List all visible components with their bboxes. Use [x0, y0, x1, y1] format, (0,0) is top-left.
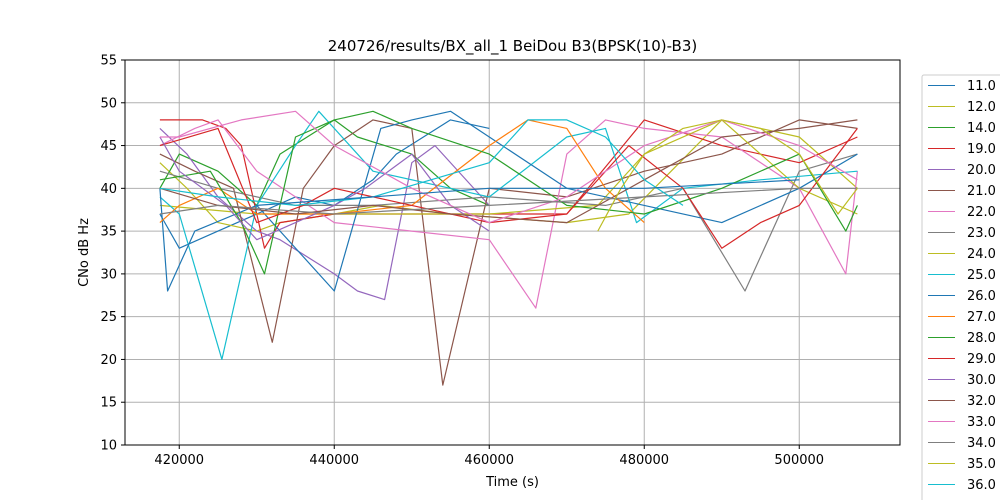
series-line [159, 110, 858, 360]
legend-label: 29.0 [967, 352, 996, 367]
legend-label: 33.0 [967, 415, 996, 430]
series-line [256, 179, 800, 206]
y-tick-label: 35 [100, 225, 117, 240]
plot-area [159, 110, 858, 386]
series-line [159, 119, 858, 309]
series-line [159, 127, 490, 301]
legend-label: 30.0 [967, 373, 996, 388]
series-line [159, 127, 858, 249]
plot-frame [124, 59, 901, 446]
legend-label: 27.0 [967, 310, 996, 325]
legend-label: 24.0 [967, 247, 996, 262]
series-line [159, 136, 490, 241]
legend-label: 26.0 [967, 289, 996, 304]
legend-label: 11.0 [967, 79, 996, 94]
legend-label: 35.0 [967, 457, 996, 472]
y-tick-label: 50 [100, 96, 117, 111]
legend-label: 32.0 [967, 394, 996, 409]
legend-label: 12.0 [967, 100, 996, 115]
legend-label: 14.0 [967, 121, 996, 136]
series-line [159, 110, 858, 224]
series-line [159, 110, 858, 275]
legend-label: 34.0 [967, 436, 996, 451]
legend: 11.0 12.0 14.0 19.0 20.0 21.0 22.0 23.0 24.0 25.0… [921, 74, 1000, 500]
grid [125, 59, 900, 446]
y-tick-label: 30 [100, 267, 117, 282]
legend-label: 20.0 [967, 163, 996, 178]
series-line [159, 119, 490, 206]
x-tick-label: 460000 [464, 453, 514, 468]
y-tick-label: 45 [100, 139, 117, 154]
series-line [159, 153, 858, 292]
y-tick-label: 25 [100, 310, 117, 325]
legend-label: 22.0 [967, 205, 996, 220]
legend-label: 28.0 [967, 331, 996, 346]
x-tick-label: 420000 [154, 453, 204, 468]
series-line [159, 119, 858, 386]
x-tick-label: 440000 [309, 453, 359, 468]
y-tick-label: 20 [100, 353, 117, 368]
series-line [159, 187, 858, 215]
x-tick-label: 500000 [774, 453, 824, 468]
y-tick-label: 10 [100, 439, 117, 454]
x-axis-label: Time (s) [485, 475, 539, 490]
legend-label: 23.0 [967, 226, 996, 241]
y-tick-label: 55 [100, 54, 117, 69]
series-line [597, 119, 858, 232]
y-tick-label: 15 [100, 396, 117, 411]
series-line [159, 119, 858, 249]
series-line [159, 110, 858, 292]
series-line [159, 119, 684, 206]
y-axis-label: CNo dB Hz [77, 218, 92, 287]
legend-box [921, 74, 1000, 500]
x-tick-label: 480000 [619, 453, 669, 468]
legend-label: 36.0 [967, 478, 996, 493]
chart-title: 240726/results/BX_all_1 BeiDou B3(BPSK(1… [328, 37, 697, 56]
series-line [159, 119, 858, 224]
legend-label: 21.0 [967, 184, 996, 199]
y-axis: 10 15 20 25 30 35 40 45 50 55 [100, 54, 125, 454]
legend-label: 25.0 [967, 268, 996, 283]
y-tick-label: 40 [100, 182, 117, 197]
x-axis: 420000 440000 460000 480000 500000 [154, 445, 824, 468]
legend-label: 19.0 [967, 142, 996, 157]
